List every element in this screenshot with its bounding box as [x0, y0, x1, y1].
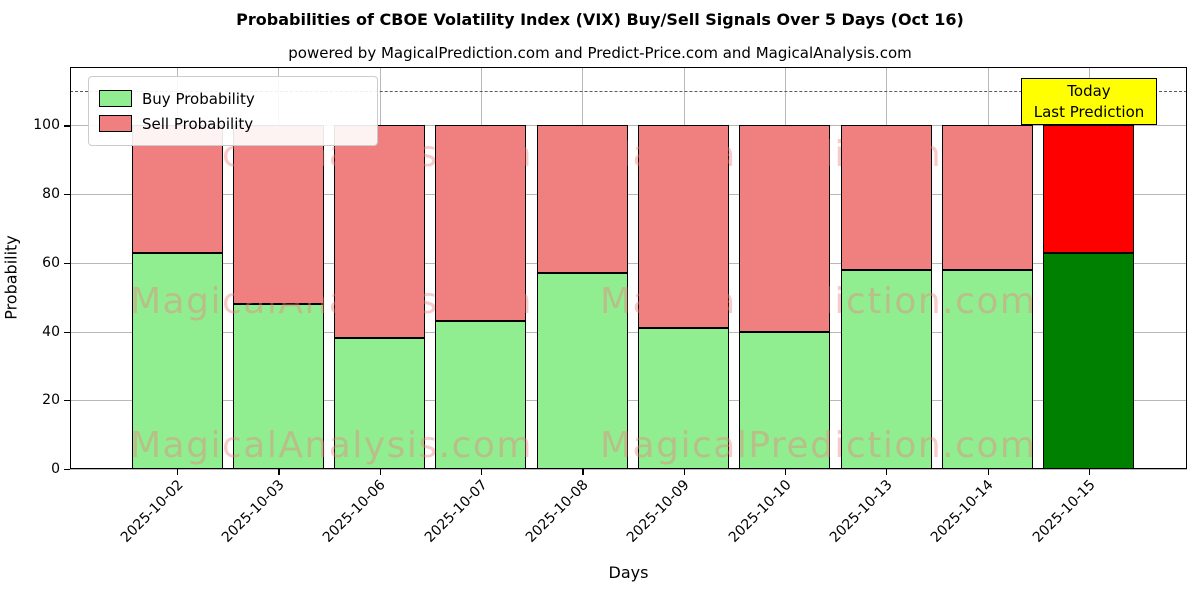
bar-segment-sell: [536, 125, 628, 274]
bar-segment-sell: [1043, 125, 1135, 253]
bar-segment-sell: [131, 125, 223, 253]
bar-segment-sell: [942, 125, 1034, 270]
x-tick-label: 2025-10-07: [421, 477, 491, 546]
x-tick-label: 2025-10-09: [624, 477, 693, 546]
x-tick-label: 2025-10-14: [928, 477, 997, 546]
y-tick-mark: [64, 194, 70, 196]
y-tick-label: 80: [42, 186, 60, 203]
dashed-threshold-line: [70, 91, 1187, 93]
x-tick-mark: [278, 469, 280, 475]
y-axis-label: Probability: [1, 235, 21, 320]
bar-segment-buy: [942, 269, 1034, 469]
x-tick-mark: [987, 469, 989, 475]
x-tick-mark: [177, 469, 179, 475]
legend-item-sell: Sell Probability: [99, 115, 367, 133]
bar-segment-buy: [1043, 252, 1135, 469]
h-gridline: [70, 262, 1187, 264]
h-gridline: [70, 469, 1187, 470]
sell-swatch: [99, 115, 132, 132]
h-gridline: [70, 400, 1187, 402]
h-gridline: [70, 194, 1187, 196]
bar-segment-buy: [739, 331, 831, 469]
bar-segment-sell: [638, 125, 730, 329]
bar-segment-buy: [334, 338, 426, 469]
x-tick-mark: [1088, 469, 1091, 475]
today-annotation: Today Last Prediction: [1021, 78, 1157, 125]
bar-segment-buy: [232, 304, 324, 469]
y-tick-label: 20: [42, 392, 60, 409]
bar-segment-sell: [334, 125, 426, 339]
legend-label-buy: Buy Probability: [142, 89, 255, 108]
bar-segment-sell: [739, 125, 831, 332]
x-tick-label: 2025-10-02: [117, 477, 187, 546]
bar-segment-buy: [435, 321, 527, 469]
x-axis-label: Days: [608, 563, 649, 582]
x-tick-label: 2025-10-15: [1029, 477, 1099, 546]
x-tick-mark: [379, 469, 381, 475]
x-tick-mark: [582, 469, 584, 475]
y-tick-mark: [64, 469, 70, 471]
chart-title: Probabilities of CBOE Volatility Index (…: [236, 10, 964, 29]
buy-swatch: [99, 90, 132, 107]
x-tick-label: 2025-10-13: [826, 477, 896, 546]
bar-segment-sell: [840, 125, 932, 270]
bar-segment-buy: [536, 273, 628, 469]
x-tick-mark: [683, 469, 685, 475]
h-gridline: [70, 125, 1187, 127]
chart-subtitle: powered by MagicalPrediction.com and Pre…: [288, 44, 912, 62]
h-gridline: [70, 331, 1187, 333]
x-tick-label: 2025-10-06: [320, 477, 389, 546]
x-tick-mark: [480, 469, 483, 475]
today-annotation-line2: Last Prediction: [1033, 102, 1145, 121]
x-tick-label: 2025-10-03: [218, 477, 288, 546]
bar-segment-buy: [131, 252, 223, 469]
x-tick-label: 2025-10-10: [725, 477, 795, 546]
y-tick-label: 40: [42, 323, 60, 340]
y-tick-label: 100: [33, 117, 60, 134]
y-tick-mark: [64, 262, 70, 265]
x-tick-mark: [784, 469, 787, 475]
today-annotation-line1: Today: [1067, 81, 1111, 100]
y-tick-mark: [64, 125, 70, 127]
legend: Buy Probability Sell Probability: [88, 76, 378, 146]
y-tick-label: 0: [51, 461, 60, 477]
y-tick-mark: [64, 331, 70, 333]
x-tick-mark: [886, 469, 888, 475]
bar-segment-sell: [232, 125, 324, 305]
y-tick-label: 60: [42, 254, 60, 271]
legend-item-buy: Buy Probability: [99, 90, 367, 108]
y-tick-mark: [64, 400, 70, 402]
x-tick-label: 2025-10-08: [522, 477, 592, 546]
legend-label-sell: Sell Probability: [142, 114, 254, 133]
bar-segment-buy: [840, 269, 932, 469]
bar-segment-sell: [435, 125, 527, 322]
bar-segment-buy: [638, 328, 730, 469]
